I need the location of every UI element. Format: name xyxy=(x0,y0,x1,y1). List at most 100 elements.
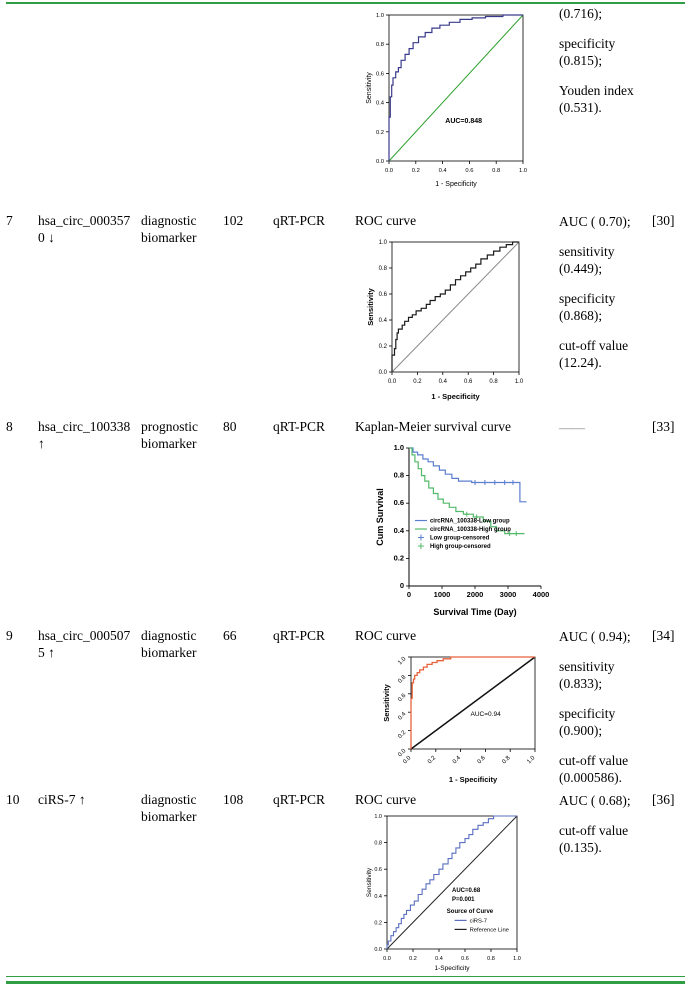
result-item: cut-off value (0.000586). xyxy=(559,752,629,786)
evidence-type-label: ROC curve xyxy=(355,213,417,228)
svg-text:0.4: 0.4 xyxy=(439,168,448,174)
result-item: AUC ( 0.68); xyxy=(559,793,631,808)
result-item: —— xyxy=(559,420,585,435)
svg-text:0: 0 xyxy=(400,581,404,590)
svg-text:0.4: 0.4 xyxy=(435,956,443,962)
svg-text:0.6: 0.6 xyxy=(394,498,404,507)
svg-text:0.4: 0.4 xyxy=(397,711,408,722)
evidence-type-label: ROC curve xyxy=(355,792,417,807)
svg-text:AUC=0.848: AUC=0.848 xyxy=(445,118,482,125)
reference-cell: [36] xyxy=(652,792,675,807)
svg-text:1.0: 1.0 xyxy=(526,755,537,766)
sample-size-cell: 102 xyxy=(223,213,244,228)
svg-text:0.2: 0.2 xyxy=(409,956,417,962)
svg-text:High group-censored: High group-censored xyxy=(430,544,491,550)
sample-size-cell: 108 xyxy=(223,792,244,807)
svg-text:ciRS-7: ciRS-7 xyxy=(470,918,487,924)
svg-text:0.2: 0.2 xyxy=(374,920,382,926)
roc-chart: 0.0 0.2 0.4 0.6 0.8 1.0 0.0 0.2 0.4 0.6 0.8 1.0 1 - … xyxy=(365,234,551,402)
method-cell: qRT-PCR xyxy=(273,628,325,643)
biomarker-type-cell: prognostic biomarker xyxy=(141,419,198,451)
svg-text:0.2: 0.2 xyxy=(397,729,408,740)
svg-text:1 - Specificity: 1 - Specificity xyxy=(431,392,480,401)
reference-cell: [34] xyxy=(652,628,675,643)
svg-text:0: 0 xyxy=(407,590,411,599)
results-cell: (0.716); specificity (0.815); Youden ind… xyxy=(559,5,652,129)
svg-text:1.0: 1.0 xyxy=(394,443,404,452)
sample-size-cell: 80 xyxy=(223,419,237,434)
svg-text:0.2: 0.2 xyxy=(427,755,438,766)
svg-text:circRNA_100338-High group: circRNA_100338-High group xyxy=(430,527,511,533)
svg-text:0.4: 0.4 xyxy=(374,894,382,900)
kaplan-meier-chart: 0 1000 2000 3000 4000 0 0.2 0.4 0.6 0.8 1.0 Surviva… xyxy=(375,440,551,618)
svg-text:0.4: 0.4 xyxy=(379,318,388,324)
svg-text:0.6: 0.6 xyxy=(465,168,473,174)
svg-text:0.0: 0.0 xyxy=(402,755,413,766)
row-number-cell: 9 xyxy=(6,628,13,643)
svg-text:1.0: 1.0 xyxy=(519,168,527,174)
result-item: specificity (0.900); xyxy=(559,705,616,739)
svg-text:0.6: 0.6 xyxy=(374,867,382,873)
svg-text:Sensitivity: Sensitivity xyxy=(366,867,373,897)
svg-text:4000: 4000 xyxy=(533,590,550,599)
svg-text:0.4: 0.4 xyxy=(452,755,463,766)
svg-text:0.8: 0.8 xyxy=(492,168,500,174)
roc-chart: 0.0 0.2 0.4 0.6 0.8 1.0 0.0 0.2 0.4 0.6 0.8 1.0 1 - … xyxy=(363,9,551,189)
svg-text:circRNA_100338-Low group: circRNA_100338-Low group xyxy=(430,518,510,524)
svg-text:0.0: 0.0 xyxy=(376,159,384,165)
svg-text:0.8: 0.8 xyxy=(379,266,388,272)
roc-chart: 0.0 0.2 0.4 0.6 0.8 1.0 0.0 0.2 0.4 0.6 0.8 1.0 1 - … xyxy=(381,649,551,785)
svg-text:0.6: 0.6 xyxy=(461,956,469,962)
svg-text:Cum Survival: Cum Survival xyxy=(375,488,385,546)
svg-text:0.8: 0.8 xyxy=(487,956,495,962)
svg-text:0.4: 0.4 xyxy=(439,379,448,385)
svg-text:0.0: 0.0 xyxy=(385,168,393,174)
table-bottom-rule-thick xyxy=(6,981,685,984)
result-item: AUC ( 0.70); xyxy=(559,214,631,229)
svg-text:AUC=0.94: AUC=0.94 xyxy=(471,711,502,718)
svg-text:Sensitivity: Sensitivity xyxy=(366,72,373,104)
results-cell: AUC ( 0.70); sensitivity (0.449); specif… xyxy=(559,213,652,384)
svg-text:0.2: 0.2 xyxy=(376,130,384,136)
svg-text:0.6: 0.6 xyxy=(376,71,384,77)
result-item: sensitivity (0.833); xyxy=(559,658,615,692)
svg-text:0.0: 0.0 xyxy=(374,947,382,953)
svg-text:AUC=0.68: AUC=0.68 xyxy=(452,888,481,894)
sample-size-cell: 66 xyxy=(223,628,237,643)
svg-text:1-Specificity: 1-Specificity xyxy=(434,965,470,972)
svg-text:Source of Curve: Source of Curve xyxy=(447,909,494,915)
biomarker-type-cell: diagnostic biomarker xyxy=(141,213,197,245)
evidence-cell: 0.0 0.2 0.4 0.6 0.8 1.0 0.0 0.2 0.4 0.6 0.8 1.0 1 - … xyxy=(355,5,559,189)
reference-cell: [30] xyxy=(652,213,675,228)
svg-text:0.0: 0.0 xyxy=(383,956,391,962)
svg-text:0.2: 0.2 xyxy=(394,553,404,562)
method-cell: qRT-PCR xyxy=(273,419,325,434)
svg-text:0.0: 0.0 xyxy=(397,748,408,759)
result-item: AUC ( 0.94); xyxy=(559,629,631,644)
results-cell: —— xyxy=(559,419,652,449)
svg-text:1.0: 1.0 xyxy=(379,240,388,246)
method-cell: qRT-PCR xyxy=(273,213,325,228)
result-item: specificity (0.815); xyxy=(559,35,616,69)
circrna-name-cell: hsa_circ_0003570 ↓ xyxy=(38,213,131,245)
svg-text:Sensitivity: Sensitivity xyxy=(382,683,391,721)
svg-text:0.8: 0.8 xyxy=(397,674,408,685)
svg-text:0.2: 0.2 xyxy=(413,379,422,385)
svg-text:1.0: 1.0 xyxy=(515,379,524,385)
svg-text:0.4: 0.4 xyxy=(394,526,405,535)
circrna-name-cell: hsa_circ_100338 ↑ xyxy=(38,419,131,451)
svg-text:0.4: 0.4 xyxy=(376,101,385,107)
svg-text:3000: 3000 xyxy=(500,590,517,599)
svg-text:0.6: 0.6 xyxy=(477,755,488,766)
result-item: cut-off value (0.135). xyxy=(559,822,629,856)
evidence-cell: ROC curve 0.0 0.2 0.4 0.6 0.8 1.0 0.0 0.2 0.4 0.6… xyxy=(355,792,559,973)
row-number-cell: 7 xyxy=(6,213,13,228)
svg-text:2000: 2000 xyxy=(467,590,484,599)
svg-text:Sensitivity: Sensitivity xyxy=(366,287,375,325)
table-row-10: 10 ciRS-7 ↑ diagnostic biomarker 108 qRT… xyxy=(6,784,685,972)
svg-text:0.8: 0.8 xyxy=(394,470,404,479)
svg-text:0.6: 0.6 xyxy=(379,292,388,298)
circrna-name-cell: ciRS-7 ↑ xyxy=(38,792,86,807)
svg-text:1000: 1000 xyxy=(434,590,451,599)
svg-text:1.0: 1.0 xyxy=(513,956,521,962)
